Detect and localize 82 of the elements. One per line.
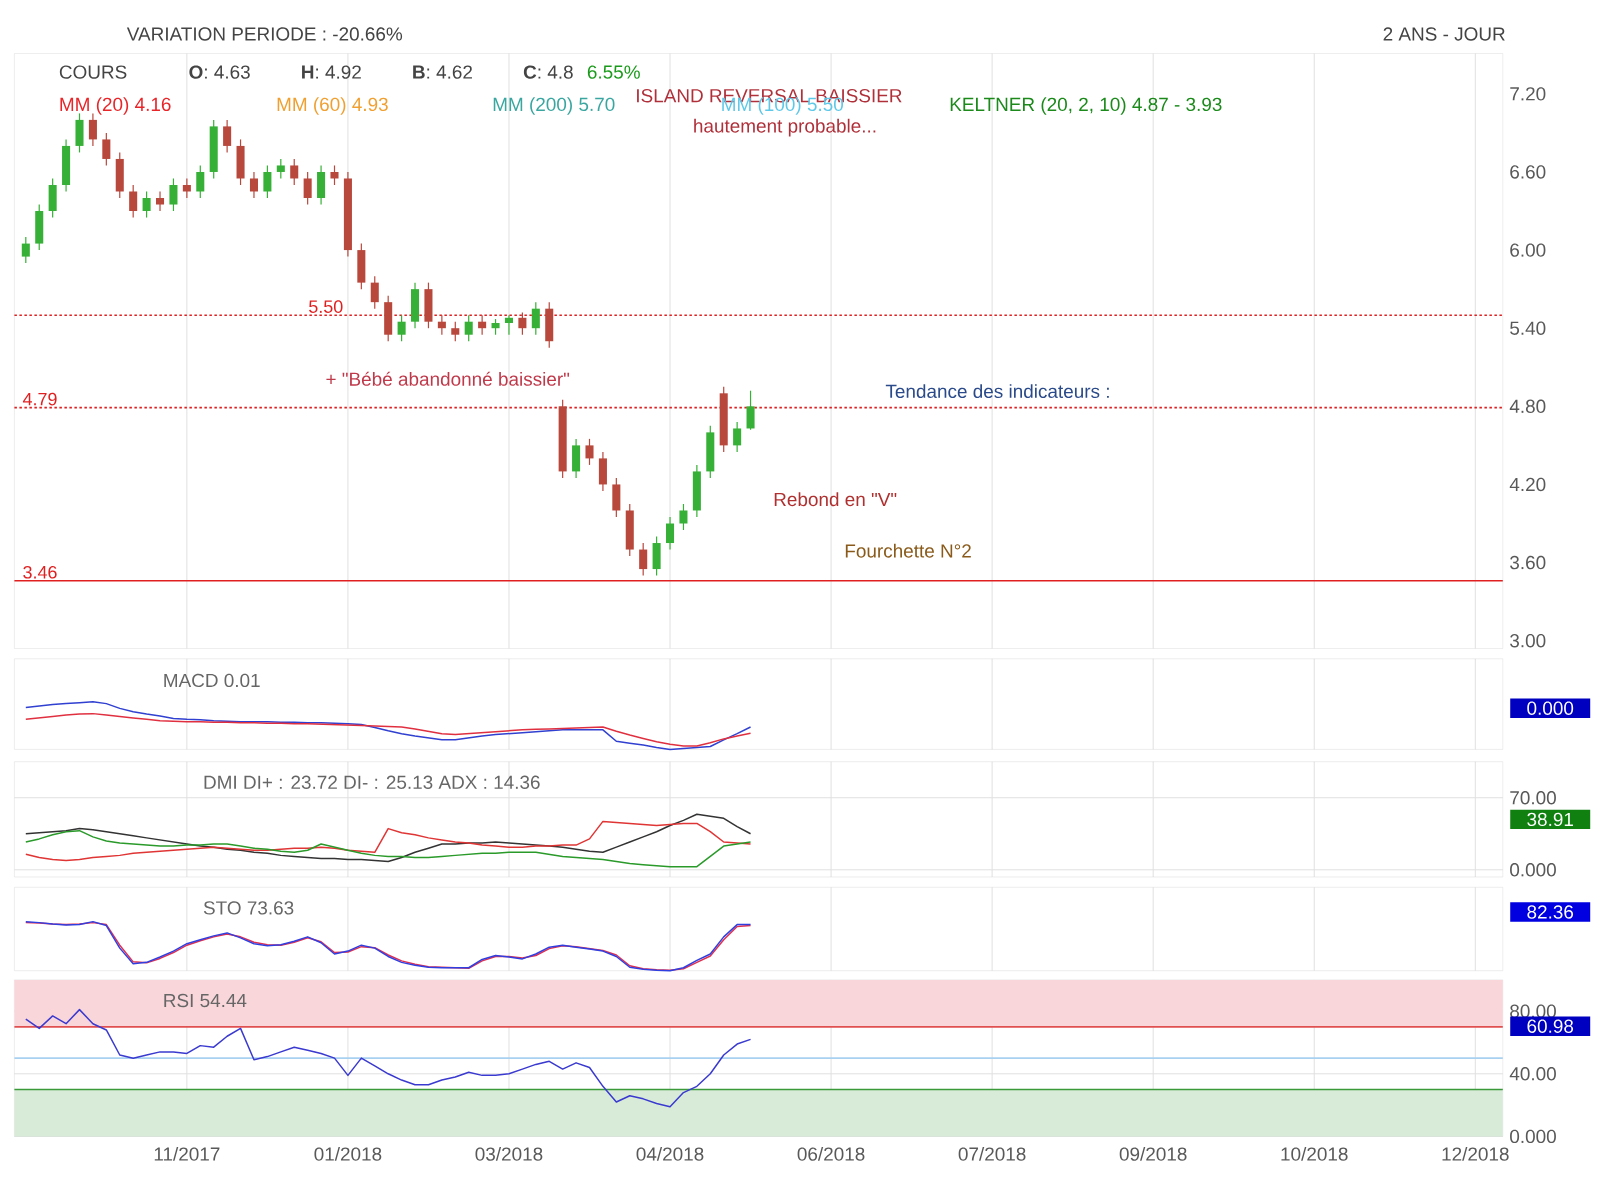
candlestick [330, 164, 339, 186]
candlestick [518, 311, 527, 336]
candlestick [129, 184, 138, 219]
candlestick [88, 112, 97, 147]
candlestick [276, 158, 285, 180]
ref-line-label: 5.50 [309, 300, 343, 313]
candlestick [397, 314, 406, 342]
y-tick-label: 5.40 [1510, 321, 1546, 335]
x-tick-label: 04/2018 [636, 1146, 704, 1161]
annotation: MM (200) 5.70 [493, 97, 615, 115]
candlestick [196, 164, 205, 199]
x-tick-label: 01/2018 [314, 1146, 382, 1161]
annotation: 6.55% [587, 65, 640, 79]
x-tick-label: 07/2018 [958, 1146, 1026, 1161]
line-series [25, 820, 752, 862]
candlestick [182, 177, 191, 199]
y-tick-label: 70.00 [1510, 791, 1556, 805]
candlestick [142, 190, 151, 219]
y-tick-label: 3.60 [1510, 555, 1546, 570]
x-tick-label: 03/2018 [475, 1146, 543, 1161]
y-tick-label: 3.00 [1510, 633, 1546, 648]
annotation: Tendance des indicateurs : [885, 384, 1109, 399]
y-tick-label: 6.00 [1510, 243, 1546, 257]
y-tick-label: 7.20 [1510, 87, 1546, 101]
candlestick [21, 236, 30, 264]
x-tick-label: 11/2017 [154, 1146, 220, 1161]
text: 0.000 [1527, 701, 1574, 715]
x-tick-label: 12/2018 [1442, 1146, 1509, 1161]
annotation: O: 4.63 [189, 65, 250, 79]
annotation: H: 4.92 [302, 65, 361, 79]
candlestick [666, 516, 675, 551]
x-tick-label: 09/2018 [1119, 1146, 1187, 1161]
text: VARIATION PERIODE : -20.66% [126, 27, 403, 41]
ref-line-label: 3.46 [23, 565, 57, 579]
line-series [25, 1008, 752, 1108]
candlestick [478, 314, 487, 336]
annotation: MM (20) 4.16 [60, 97, 171, 115]
ref-line-label: 4.79 [22, 392, 57, 406]
candlestick [155, 190, 165, 212]
candlestick [437, 314, 446, 336]
chart-title: MACD 0.01 [164, 673, 260, 688]
annotation: C: 4.8 [523, 65, 573, 79]
y-tick-label: 4.20 [1509, 477, 1546, 492]
candlestick [451, 321, 460, 342]
text: DMI DI+ : 23.72 DI- : 25.13 ADX : 14.36 [204, 775, 540, 789]
text: 60.98 [1527, 1019, 1574, 1033]
annotation: + "Bébé abandonné baissier" [326, 371, 570, 386]
annotation: MM (60) 4.93 [277, 97, 388, 115]
annotation: B: 4.62 [413, 65, 472, 79]
candlestick [746, 390, 755, 431]
text: 38.91 [1527, 812, 1573, 827]
candlestick [585, 438, 594, 466]
annotation: KELTNER (20, 2, 10) 4.87 - 3.93 [950, 97, 1222, 115]
chart-title: STO 73.63 [203, 901, 294, 915]
candlestick [303, 171, 312, 206]
candlestick [290, 158, 299, 186]
candlestick [733, 421, 742, 453]
annotation: Fourchette N°2 [845, 543, 971, 558]
candlestick [679, 503, 688, 531]
text: 82.36 [1527, 905, 1574, 919]
y-tick-label: 40.00 [1509, 1067, 1556, 1081]
candlestick [504, 314, 513, 336]
candlestick [464, 314, 473, 342]
y-tick-label: 6.60 [1510, 165, 1546, 179]
candlestick [169, 177, 178, 212]
candlestick [102, 132, 111, 167]
candlestick [531, 301, 540, 336]
y-tick-label: 0.000 [1510, 863, 1556, 877]
annotation: hautement probable... [694, 118, 876, 137]
candlestick [249, 171, 258, 199]
text: RSI 54.44 [164, 993, 247, 1008]
candlestick [223, 119, 232, 154]
y-tick-label: 0.000 [1510, 1129, 1556, 1144]
x-tick-label: 10/2018 [1281, 1146, 1348, 1161]
x-tick-label: 06/2018 [797, 1146, 865, 1161]
annotation: Rebond en "V" [774, 492, 897, 507]
candlestick [370, 275, 379, 310]
text: 2 ANS - JOUR [1383, 27, 1505, 41]
candlestick [639, 542, 648, 577]
annotation: COURS [59, 65, 127, 79]
y-tick-label: 4.80 [1509, 399, 1546, 414]
candlestick [263, 164, 272, 199]
